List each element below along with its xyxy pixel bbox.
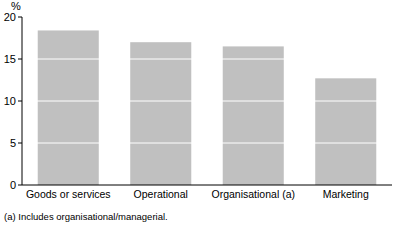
tick: [18, 17, 22, 18]
chart: 0 5 10 15 20% Goods or services Operational Org…: [0, 0, 397, 227]
tick-label: 15: [4, 53, 16, 65]
bar: [38, 30, 99, 185]
bars: [38, 30, 377, 185]
tick-label: 10: [4, 95, 16, 107]
grid-line: [22, 143, 392, 144]
bar: [315, 78, 376, 185]
category-label: Operational: [134, 188, 188, 200]
bar: [223, 46, 284, 185]
bar: [130, 42, 191, 185]
grid-line: [22, 59, 392, 60]
tick: [18, 143, 22, 144]
x-axis: [22, 185, 392, 186]
tick: [18, 101, 22, 102]
category-label: Marketing: [323, 188, 369, 200]
grid-line: [22, 17, 392, 18]
tick-label: 0: [10, 179, 16, 191]
footnote: (a) Includes organisational/managerial.: [4, 211, 168, 222]
grid-line: [22, 101, 392, 102]
category-label: Goods or services: [26, 188, 111, 200]
category-label: Organisational (a): [212, 188, 295, 200]
tick-label: 5: [10, 137, 16, 149]
tick-label: 20: [4, 11, 16, 23]
tick: [18, 185, 22, 186]
axis-label: %: [11, 0, 21, 12]
y-axis: [22, 17, 23, 185]
tick: [18, 59, 22, 60]
